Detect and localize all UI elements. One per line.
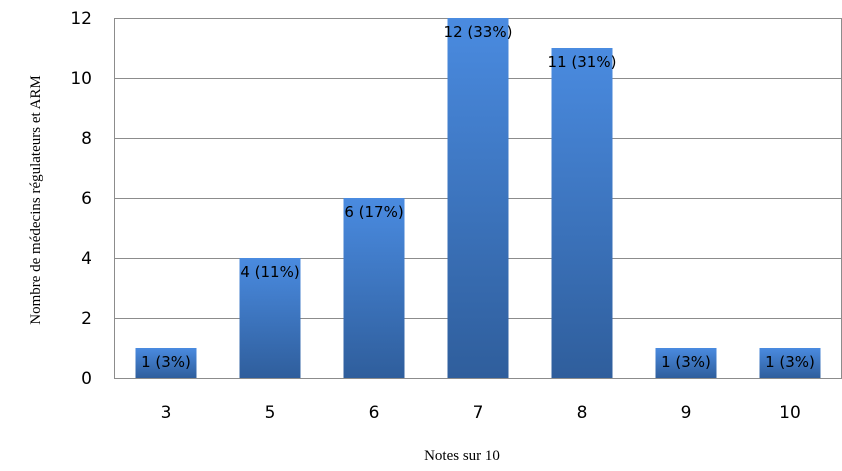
data-label: 1 (3%)	[141, 353, 191, 371]
y-tick-label: 10	[70, 69, 92, 89]
y-tick-label: 12	[70, 9, 92, 29]
y-tick-labels: 0 2 4 6 8 10 12	[70, 9, 92, 389]
bar-8	[551, 48, 613, 378]
y-tick-label: 4	[81, 249, 92, 269]
bar-6	[343, 198, 405, 378]
y-tick-label: 6	[81, 189, 92, 209]
y-axis-title: Nombre de médecins régulateurs et ARM	[28, 75, 44, 325]
x-tick-label: 6	[369, 403, 380, 423]
bar-3	[135, 348, 197, 378]
bar-9	[655, 348, 717, 378]
x-tick-label: 5	[265, 403, 276, 423]
bars	[135, 18, 821, 378]
x-tick-labels: 3 5 6 7 8 9 10	[161, 403, 801, 423]
data-label: 1 (3%)	[765, 353, 815, 371]
y-tick-label: 2	[81, 309, 92, 329]
x-tick-label: 8	[577, 403, 588, 423]
data-label: 1 (3%)	[661, 353, 711, 371]
bar-5	[239, 258, 301, 378]
data-label: 4 (11%)	[240, 263, 299, 281]
x-tick-label: 3	[161, 403, 172, 423]
bar-7	[447, 18, 509, 378]
y-tick-label: 8	[81, 129, 92, 149]
bar-10	[759, 348, 821, 378]
data-labels: 1 (3%) 4 (11%) 6 (17%) 12 (33%) 11 (31%) 1 (3…	[141, 23, 815, 371]
y-tick-label: 0	[81, 369, 92, 389]
x-axis-title: Notes sur 10	[424, 448, 500, 464]
data-label: 12 (33%)	[444, 23, 513, 41]
x-tick-label: 9	[681, 403, 692, 423]
data-label: 6 (17%)	[344, 203, 403, 221]
x-tick-label: 7	[473, 403, 484, 423]
x-tick-label: 10	[779, 403, 801, 423]
data-label: 11 (31%)	[548, 53, 617, 71]
